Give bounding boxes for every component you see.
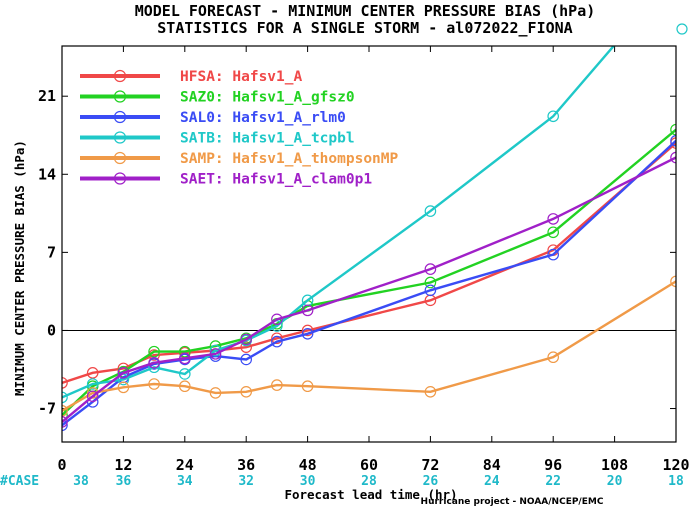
point-sal0-0 xyxy=(62,419,68,432)
point-satb-0 xyxy=(62,391,68,404)
x-tick-label-60: 60 xyxy=(360,456,378,474)
x-tick-label-0: 0 xyxy=(57,456,66,474)
point-saz0-72 xyxy=(424,276,437,289)
y-axis-label: MINIMUM CENTER PRESSURE BIAS (hPa) xyxy=(12,140,27,396)
legend-marker-samp xyxy=(113,151,127,165)
y-tick-label-21: 21 xyxy=(38,87,56,105)
point-saet-18 xyxy=(148,356,160,369)
series-group xyxy=(62,46,676,432)
point-satb-96 xyxy=(547,110,559,123)
point-saet-72 xyxy=(424,263,437,275)
case-count-12: 36 xyxy=(116,474,132,489)
point-sal0-72 xyxy=(424,284,437,297)
case-count-36: 32 xyxy=(238,474,254,489)
chart-title: MODEL FORECAST - MINIMUM CENTER PRESSURE… xyxy=(135,2,596,20)
legend-marker-saet xyxy=(113,172,127,185)
legend-label-satb: SATB: Hafsv1_A_tcpbl xyxy=(180,131,355,147)
point-saet-96 xyxy=(547,213,559,225)
point-saet-48 xyxy=(301,304,314,317)
point-samp-48 xyxy=(301,380,314,393)
x-tick-label-72: 72 xyxy=(421,456,439,474)
x-tick-label-36: 36 xyxy=(237,456,255,474)
legend-label-samp: SAMP: Hafsv1_A_thompsonMP xyxy=(180,151,399,167)
point-sal0-48 xyxy=(301,327,314,340)
point-samp-30 xyxy=(209,387,222,399)
case-count-96: 22 xyxy=(545,474,561,489)
point-saet-24 xyxy=(179,352,191,365)
point-samp-24 xyxy=(179,380,191,393)
y-tick-label-7: 7 xyxy=(47,243,56,261)
point-samp-18 xyxy=(148,378,160,390)
y-tick-label-0: 0 xyxy=(47,321,56,339)
y-tick-label--7: -7 xyxy=(38,400,56,418)
case-count-24: 34 xyxy=(177,474,193,489)
point-saet-12 xyxy=(117,367,130,379)
point-hfsa-0 xyxy=(62,377,68,389)
point-satb-24 xyxy=(179,368,191,380)
point-samp-72 xyxy=(424,386,437,398)
point-satb-6 xyxy=(86,378,99,390)
x-tick-label-24: 24 xyxy=(176,456,194,474)
x-tick-label-120: 120 xyxy=(662,456,689,474)
legend-marker-satb xyxy=(113,131,127,144)
case-count-108: 20 xyxy=(607,474,623,489)
point-hfsa-48 xyxy=(301,324,314,337)
x-tick-label-96: 96 xyxy=(544,456,562,474)
credit-text: Hurricane project - NOAA/NCEP/EMC xyxy=(421,497,604,506)
point-satb-12 xyxy=(117,373,130,386)
case-count-84: 24 xyxy=(484,474,500,489)
point-sal0-36 xyxy=(240,353,252,366)
x-tick-label-12: 12 xyxy=(114,456,132,474)
case-label: #CASE xyxy=(0,474,39,489)
x-axis-label: Forecast lead time (hr) xyxy=(284,487,457,502)
legend-label-sal0: SAL0: Hafsv1_A_rlm0 xyxy=(180,110,346,126)
case-count-60: 28 xyxy=(361,474,377,489)
x-tick-label-108: 108 xyxy=(601,456,628,474)
title-marker xyxy=(676,23,688,35)
case-count-72: 26 xyxy=(423,474,439,489)
point-satb-72 xyxy=(424,205,437,217)
point-hfsa-42 xyxy=(271,332,283,345)
point-hfsa-6 xyxy=(86,367,99,379)
legend-label-hfsa: HFSA: Hafsv1_A xyxy=(180,69,302,85)
plot-area: 0381236243436324830602872268424962210820… xyxy=(38,45,690,489)
point-sal0-42 xyxy=(271,335,283,348)
case-count-48: 30 xyxy=(300,474,316,489)
point-saet-0 xyxy=(62,416,68,428)
point-saz0-18 xyxy=(148,345,160,358)
chart-subtitle: STATISTICS FOR A SINGLE STORM - al072022… xyxy=(157,19,572,37)
point-saz0-24 xyxy=(179,345,191,358)
legend-label-saet: SAET: Hafsv1_A_clam0p1 xyxy=(180,172,372,188)
legend-marker-sal0 xyxy=(113,110,127,124)
case-count-120: 18 xyxy=(668,474,684,489)
point-samp-42 xyxy=(271,379,283,391)
y-tick-label-14: 14 xyxy=(38,165,56,183)
point-saz0-96 xyxy=(547,226,559,239)
series-line-saet xyxy=(62,156,676,423)
legend-label-saz0: SAZ0: Hafsv1_A_gfsz0 xyxy=(180,90,355,106)
point-samp-36 xyxy=(240,386,252,398)
point-hfsa-36 xyxy=(240,341,252,353)
point-saet-36 xyxy=(240,333,252,346)
point-saet-42 xyxy=(271,313,283,326)
x-tick-label-48: 48 xyxy=(299,456,317,474)
case-count-0: 38 xyxy=(73,474,89,489)
legend-marker-saz0 xyxy=(113,90,127,103)
point-samp-12 xyxy=(117,381,130,394)
point-saet-6 xyxy=(86,390,99,403)
point-sal0-96 xyxy=(547,248,559,261)
point-samp-0 xyxy=(62,404,68,417)
x-tick-label-84: 84 xyxy=(483,456,501,474)
point-saet-30 xyxy=(209,348,222,360)
point-samp-96 xyxy=(547,351,559,364)
plot-frame xyxy=(61,45,677,443)
legend-marker-hfsa xyxy=(113,69,127,83)
point-satb-42 xyxy=(271,320,283,332)
point-saz0-0 xyxy=(62,409,68,422)
